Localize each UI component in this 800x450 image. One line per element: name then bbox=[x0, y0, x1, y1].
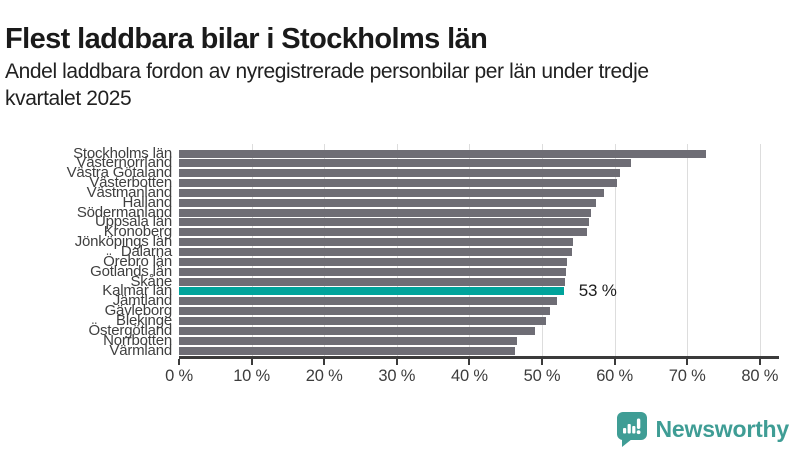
x-tick-label: 70 % bbox=[668, 367, 706, 385]
chart-title: Flest laddbara bilar i Stockholms län bbox=[5, 23, 488, 56]
bar-norrbotten bbox=[179, 336, 518, 345]
x-tick-label: 60 % bbox=[596, 367, 633, 385]
county-label: Uppsala län bbox=[94, 213, 172, 231]
x-tick bbox=[178, 359, 180, 365]
x-tick bbox=[468, 359, 471, 365]
county-label: Kalmar län bbox=[102, 282, 172, 300]
county-label: Kronoberg bbox=[103, 223, 172, 241]
bar-gotlands-l-n bbox=[179, 267, 566, 276]
county-label: Örebro län bbox=[103, 252, 172, 270]
county-label: Östergötland bbox=[88, 321, 173, 339]
county-label: Jönköpings län bbox=[74, 233, 172, 251]
chart-subtitle-line1: Andel laddbara fordon av nyregistrerade … bbox=[5, 60, 649, 83]
x-tick-label: 80 % bbox=[741, 367, 779, 385]
county-label: Stockholms län bbox=[73, 144, 172, 162]
bar-g-vleborg bbox=[179, 307, 550, 316]
bar-stockholms-l-n bbox=[179, 149, 707, 158]
county-label: Halland bbox=[122, 193, 173, 211]
newsworthy-logo: Newsworthy bbox=[615, 411, 789, 448]
x-tick bbox=[758, 359, 761, 365]
newsworthy-wordmark: Newsworthy bbox=[655, 416, 790, 442]
bar--rebro-l-n bbox=[179, 257, 568, 266]
x-tick-label: 0 % bbox=[165, 367, 193, 385]
county-label: Norrbotten bbox=[103, 331, 172, 349]
county-label: Västra Götaland bbox=[66, 164, 173, 182]
newsworthy-bubble-chart-icon bbox=[616, 412, 647, 447]
county-label: Värmland bbox=[109, 341, 172, 359]
county-label: Södermanland bbox=[76, 203, 172, 221]
bar-halland bbox=[179, 198, 597, 207]
county-label: Gävleborg bbox=[104, 302, 173, 320]
chart-subtitle: Andel laddbara fordon av nyregistrerade … bbox=[5, 58, 649, 112]
bar-v-rmland bbox=[179, 346, 516, 355]
chart-subtitle-line2: kvartalet 2025 bbox=[5, 87, 132, 110]
y-axis-labels: Stockholms län Västernorrland Västra Götal… bbox=[0, 144, 173, 359]
plot-area bbox=[179, 144, 779, 357]
x-tick bbox=[613, 359, 616, 365]
x-tick bbox=[323, 359, 326, 365]
county-label: Skåne bbox=[130, 272, 172, 290]
x-tick-label: 40 % bbox=[450, 367, 488, 385]
bar-dalarna bbox=[179, 248, 573, 256]
x-axis-line bbox=[179, 356, 779, 359]
bar-v-stra-g-taland bbox=[179, 169, 621, 178]
x-tick bbox=[686, 359, 689, 365]
x-tick bbox=[395, 359, 398, 365]
x-tick-label: 20 % bbox=[305, 367, 343, 385]
bar-kronoberg bbox=[179, 228, 587, 237]
bar-blekinge bbox=[179, 316, 546, 325]
x-tick-label: 50 % bbox=[523, 367, 561, 385]
gridline-80 bbox=[759, 144, 761, 357]
x-tick bbox=[250, 359, 253, 365]
county-label: Blekinge bbox=[116, 311, 172, 329]
x-tick-label: 10 % bbox=[233, 367, 270, 385]
bar-uppsala-l-n bbox=[179, 218, 590, 227]
bar-v-sterbotten bbox=[179, 179, 617, 188]
x-tick bbox=[541, 359, 543, 365]
x-tick-label: 30 % bbox=[378, 367, 416, 385]
bar-s-dermanland bbox=[179, 208, 591, 217]
gridline-70 bbox=[687, 144, 689, 357]
bar-v-sternorrland bbox=[179, 159, 632, 168]
bar-v-stmanland bbox=[179, 188, 604, 197]
bar-sk-ne bbox=[179, 277, 565, 286]
gridline-60 bbox=[614, 144, 616, 357]
county-label: Västmanland bbox=[86, 183, 173, 201]
county-label: Västerbotten bbox=[89, 174, 172, 192]
bar-kalmar-l-n bbox=[179, 287, 564, 296]
bar-chart: Stockholms län Västernorrland Västra Götal… bbox=[0, 144, 779, 385]
county-label: Gotlands län bbox=[90, 262, 172, 280]
bar--sterg-tland bbox=[179, 326, 536, 335]
county-label: Västernorrland bbox=[76, 154, 172, 172]
county-label: Jämtland bbox=[112, 292, 172, 310]
highlight-value-label: 53 % bbox=[578, 281, 617, 301]
county-label: Dalarna bbox=[120, 243, 172, 260]
bar-j-nk-pings-l-n bbox=[179, 238, 574, 247]
bar-j-mtland bbox=[179, 297, 557, 306]
